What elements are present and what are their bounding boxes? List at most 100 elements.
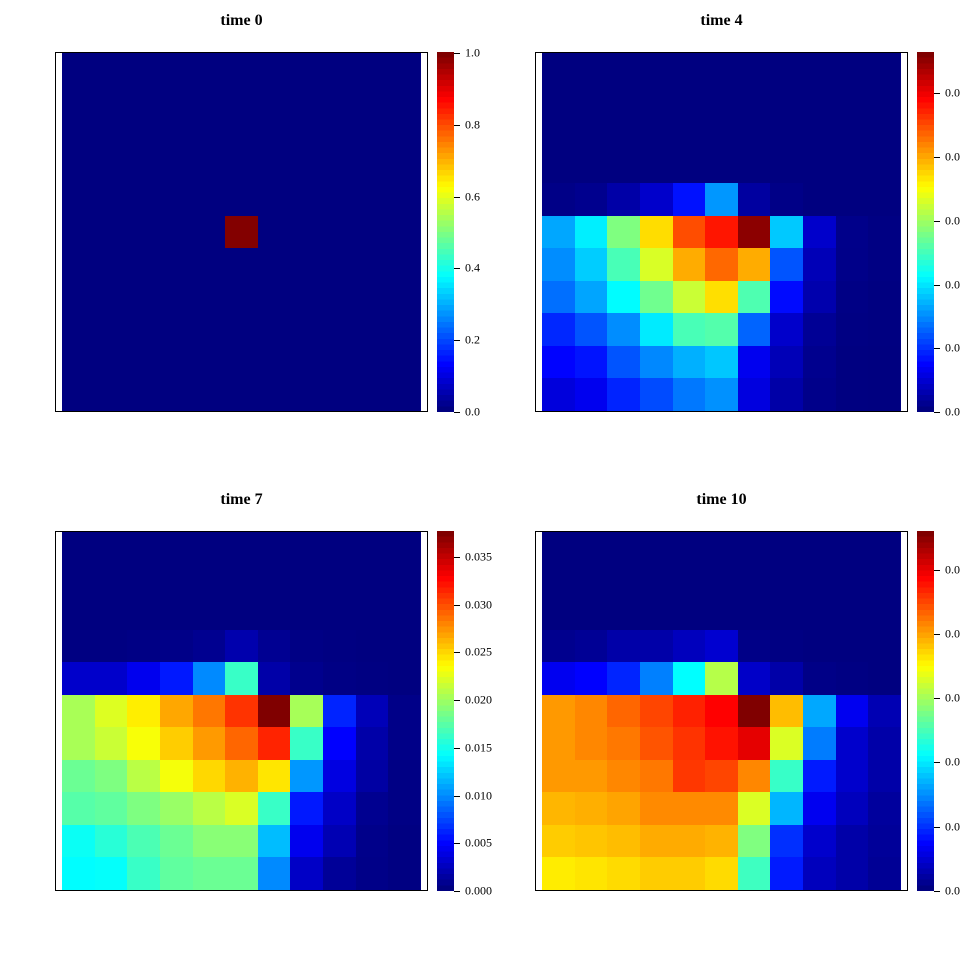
colorbar-tick-label: 0.05 — [945, 85, 960, 100]
heatmap-cell — [574, 150, 608, 184]
heatmap-cell — [225, 662, 258, 695]
heatmap-cell — [705, 759, 738, 793]
heatmap-cell — [94, 824, 128, 858]
heatmap-cell — [388, 313, 421, 346]
heatmap-cell — [705, 564, 738, 598]
heatmap-cell — [835, 629, 869, 663]
heatmap-cell — [388, 532, 421, 565]
heatmap-cell — [803, 150, 836, 184]
heatmap-cell — [835, 313, 869, 346]
heatmap-cell — [323, 280, 356, 314]
heatmap-cell — [672, 313, 706, 346]
heatmap-cell — [672, 759, 706, 793]
heatmap-cell — [355, 183, 389, 216]
heatmap-cell — [770, 597, 804, 630]
panel-title: time 4 — [700, 12, 743, 29]
heatmap-cell — [705, 53, 738, 86]
heatmap-cell — [257, 759, 291, 793]
heatmap-cell — [192, 280, 226, 314]
heatmap-cell — [737, 597, 771, 630]
heatmap-cell — [835, 345, 869, 379]
heatmap-cell — [542, 118, 575, 151]
heatmap-cell — [868, 150, 901, 184]
heatmap-cell — [127, 597, 160, 630]
colorbar-tick — [454, 747, 460, 749]
heatmap-cell — [737, 378, 771, 411]
heatmap-cell — [323, 824, 356, 858]
heatmap-cell — [672, 662, 706, 695]
heatmap-cell — [607, 183, 640, 216]
heatmap-cell — [323, 564, 356, 598]
heatmap-cell — [257, 857, 291, 890]
heatmap-cell — [542, 662, 575, 695]
colorbar-tick — [454, 652, 460, 654]
heatmap-cell — [770, 824, 804, 858]
heatmap-cell — [257, 85, 291, 119]
heatmap-cell — [835, 183, 869, 216]
heatmap-cell — [62, 248, 95, 281]
heatmap-cell — [574, 857, 608, 890]
colorbar-tick-label: 0.025 — [465, 644, 492, 659]
heatmap-cell — [257, 345, 291, 379]
heatmap-cell — [868, 53, 901, 86]
heatmap-cell — [542, 150, 575, 184]
heatmap-cell — [868, 857, 901, 890]
heatmap-cell — [542, 792, 575, 825]
colorbar-tick-label: 0.030 — [465, 597, 492, 612]
heatmap-cell — [257, 313, 291, 346]
heatmap-cell — [225, 597, 258, 630]
heatmap-cell — [868, 183, 901, 216]
heatmap-cell — [192, 597, 226, 630]
plot-frame — [535, 52, 908, 412]
heatmap-cell — [94, 118, 128, 151]
colorbar-tick-label: 0.020 — [945, 626, 960, 641]
heatmap-cell — [868, 248, 901, 281]
heatmap-cell — [868, 215, 901, 249]
heatmap-cell — [803, 53, 836, 86]
heatmap-cell — [127, 759, 160, 793]
heatmap-cell — [737, 759, 771, 793]
heatmap-cell — [835, 150, 869, 184]
colorbar-tick-label: 0.025 — [945, 562, 960, 577]
heatmap-cell — [323, 313, 356, 346]
heatmap-cell — [290, 694, 324, 728]
heatmap-cell — [290, 857, 324, 890]
heatmap-cell — [607, 345, 640, 379]
heatmap-cell — [323, 727, 356, 760]
heatmap-cell — [737, 313, 771, 346]
heatmap-cell — [290, 118, 324, 151]
colorbar: 0.0 0.2 0.4 0.6 0.8 1.0 — [437, 46, 480, 419]
heatmap-cell — [737, 532, 771, 565]
heatmap-cell — [770, 792, 804, 825]
heatmap-cell — [607, 85, 640, 119]
heatmap-cell — [639, 215, 673, 249]
heatmap-cell — [803, 662, 836, 695]
heatmap-cell — [323, 378, 356, 411]
heatmap-cell — [62, 345, 95, 379]
heatmap-cell — [607, 150, 640, 184]
heatmap-cell — [639, 378, 673, 411]
heatmap-cell — [127, 183, 160, 216]
heatmap-cell — [574, 759, 608, 793]
heatmap-cell — [639, 597, 673, 630]
heatmap-cell — [127, 629, 160, 663]
colorbar-tick — [454, 53, 460, 55]
heatmap-cell — [127, 532, 160, 565]
heatmap-cell — [159, 857, 193, 890]
heatmap-cell — [388, 378, 421, 411]
heatmap-cell — [159, 694, 193, 728]
heatmap-cell — [94, 150, 128, 184]
heatmap-cell — [737, 248, 771, 281]
heatmap-cell — [770, 694, 804, 728]
heatmap-cell — [62, 53, 95, 86]
colorbar-tick — [454, 412, 460, 413]
heatmap-cell — [355, 662, 389, 695]
heatmap-cell — [607, 378, 640, 411]
heatmap-cell — [388, 345, 421, 379]
heatmap-cell — [705, 662, 738, 695]
heatmap-cell — [574, 248, 608, 281]
colorbar-tick — [934, 762, 940, 764]
heatmap-cell — [803, 378, 836, 411]
heatmap-cell — [607, 532, 640, 565]
